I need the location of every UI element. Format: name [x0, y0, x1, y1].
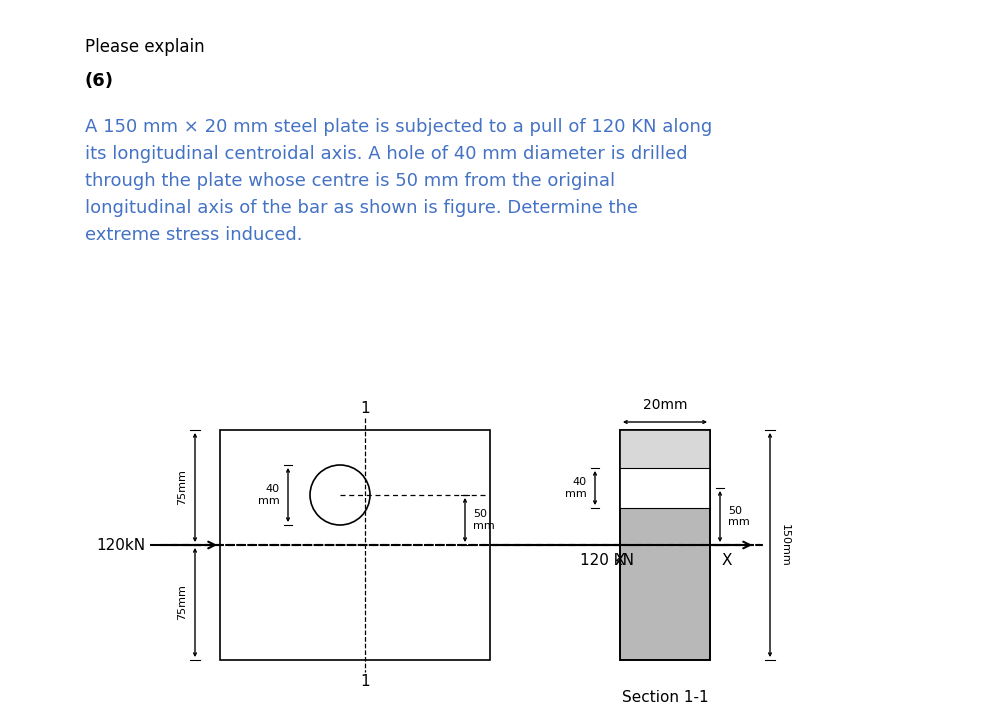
Text: 120kN: 120kN	[96, 538, 145, 552]
Text: 75mm: 75mm	[176, 585, 186, 621]
Bar	[619, 430, 709, 660]
Text: 20mm: 20mm	[642, 398, 686, 412]
Text: Section 1-1: Section 1-1	[621, 690, 707, 705]
Bar	[619, 430, 709, 468]
Text: 50
mm: 50 mm	[473, 509, 494, 531]
Text: 120 kN: 120 kN	[579, 553, 633, 568]
Text: X: X	[721, 553, 731, 568]
Text: 50
mm: 50 mm	[727, 505, 749, 527]
Text: A 150 mm × 20 mm steel plate is subjected to a pull of 120 KN along
its longitud: A 150 mm × 20 mm steel plate is subjecte…	[85, 118, 711, 244]
Text: 75mm: 75mm	[176, 469, 186, 505]
Bar	[219, 430, 490, 660]
Text: (6): (6)	[85, 72, 114, 90]
Text: 150mm: 150mm	[780, 523, 790, 567]
Text: 40
mm: 40 mm	[565, 477, 586, 499]
Bar	[619, 430, 709, 660]
Text: 1: 1	[360, 401, 370, 416]
Text: X: X	[614, 553, 625, 568]
Text: 1: 1	[360, 674, 370, 689]
Text: 40
mm: 40 mm	[258, 484, 280, 505]
Ellipse shape	[310, 465, 370, 525]
Text: Please explain: Please explain	[85, 38, 204, 56]
Bar	[619, 468, 709, 508]
